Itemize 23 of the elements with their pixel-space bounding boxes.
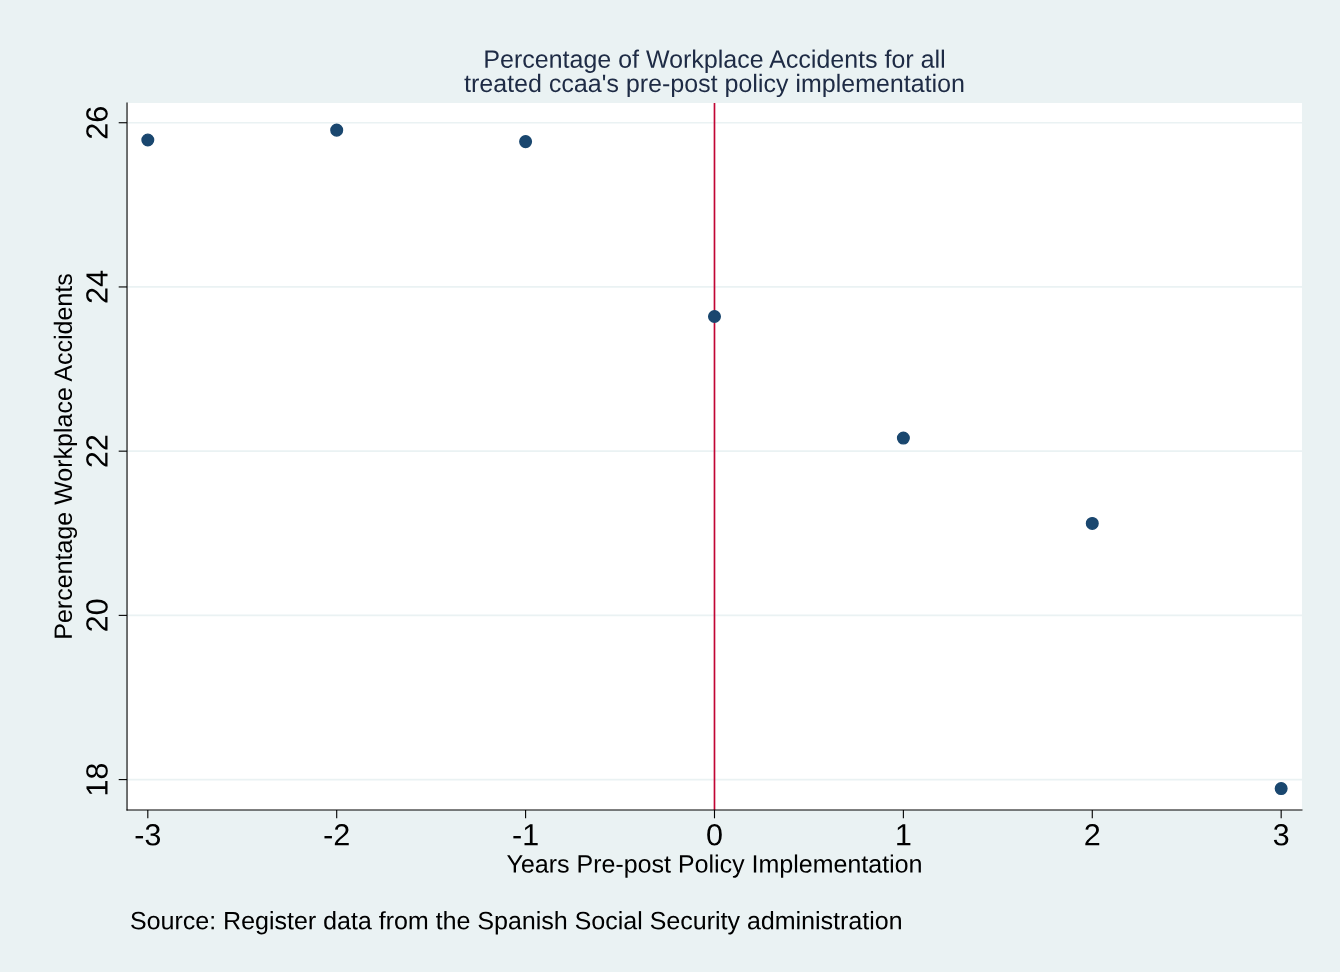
point xyxy=(896,431,910,445)
chart-title: Percentage of Workplace Accidents for all treated ccaa's pre-post policy implementation xyxy=(464,49,964,98)
x-tick-label: 1 xyxy=(897,824,911,846)
y-tick-label: 18 xyxy=(86,763,108,795)
y-tick-label: 20 xyxy=(86,599,108,631)
x-axis-title: Years Pre-post Policy Implementation xyxy=(507,854,921,878)
x-tick-label: -3 xyxy=(135,823,161,846)
x-tick-label: 2 xyxy=(1085,823,1100,846)
x-tick-label: 3 xyxy=(1273,823,1289,846)
source-note: Source: Register data from the Spanish Social Security administration xyxy=(131,911,901,935)
point xyxy=(707,310,721,324)
point xyxy=(1085,516,1099,530)
x-tick-label: -1 xyxy=(513,824,538,846)
point xyxy=(1274,782,1288,796)
y-tick-label: 22 xyxy=(86,435,108,467)
point xyxy=(519,135,533,149)
x-tick-label: -2 xyxy=(324,823,349,846)
point xyxy=(330,123,344,137)
y-tick-label: 24 xyxy=(86,270,108,303)
y-axis-title: Percentage Workplace Accidents xyxy=(53,274,78,638)
point xyxy=(141,133,155,147)
y-tick-label: 26 xyxy=(86,107,108,139)
x-tick-label: 0 xyxy=(707,823,722,846)
